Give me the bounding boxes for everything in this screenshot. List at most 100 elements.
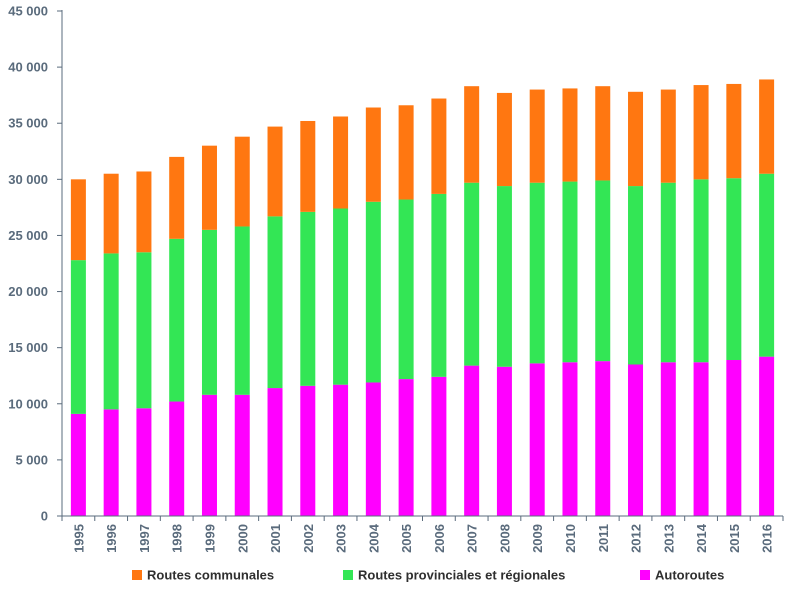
x-tick-label: 2006 <box>432 524 447 553</box>
bar-routes-provinciales-et-regionales-1998 <box>169 238 185 402</box>
bar-routes-communales-1995 <box>70 179 86 261</box>
bar-routes-communales-2012 <box>628 91 644 187</box>
bar-autoroutes-2000 <box>234 394 250 516</box>
bar-routes-communales-2013 <box>660 89 676 183</box>
bar-routes-provinciales-et-regionales-2000 <box>234 226 250 395</box>
bar-routes-communales-2008 <box>496 92 512 187</box>
bar-autoroutes-2015 <box>726 360 742 516</box>
bar-routes-communales-2007 <box>464 86 480 183</box>
bar-routes-provinciales-et-regionales-2009 <box>529 182 545 364</box>
y-tick-label: 15 000 <box>8 340 48 355</box>
bar-routes-provinciales-et-regionales-2008 <box>496 186 512 367</box>
bar-routes-provinciales-et-regionales-2010 <box>562 181 578 363</box>
legend-swatch-autoroutes <box>640 570 650 580</box>
bar-autoroutes-2002 <box>300 385 316 516</box>
axes-layer: 0 5 000 10 000 15 000 20 000 25 000 30 000 35 0… <box>8 4 784 553</box>
bar-routes-communales-2003 <box>333 116 349 209</box>
bar-routes-provinciales-et-regionales-2015 <box>726 178 742 361</box>
legend-label-routes-communales: Routes communales <box>147 568 274 583</box>
x-tick-label: 1996 <box>104 524 119 553</box>
bar-routes-communales-2002 <box>300 120 316 212</box>
chart-legend: Routes communales Routes provinciales et … <box>132 568 724 583</box>
y-tick-label: 45 000 <box>8 4 48 19</box>
x-tick-label: 1998 <box>170 524 185 553</box>
bar-routes-communales-2000 <box>234 136 250 227</box>
x-tick-label: 2016 <box>760 524 775 553</box>
bar-autoroutes-1995 <box>70 413 86 516</box>
x-tick-label: 1997 <box>137 524 152 553</box>
x-tick-label: 2015 <box>727 524 742 553</box>
y-tick-label: 40 000 <box>8 60 48 75</box>
y-tick-label: 25 000 <box>8 228 48 243</box>
bar-autoroutes-1998 <box>169 401 185 516</box>
bar-autoroutes-2009 <box>529 363 545 516</box>
bar-routes-provinciales-et-regionales-2013 <box>660 182 676 363</box>
bar-routes-communales-1999 <box>201 145 217 230</box>
bar-routes-communales-2005 <box>398 105 414 200</box>
bar-routes-communales-2010 <box>562 88 578 182</box>
x-tick-label: 2013 <box>661 524 676 553</box>
bar-autoroutes-2014 <box>693 362 709 516</box>
bar-routes-communales-2016 <box>759 79 775 174</box>
bar-autoroutes-2008 <box>496 366 512 516</box>
bar-autoroutes-2005 <box>398 379 414 516</box>
legend-label-routes-provinciales-et-regionales: Routes provinciales et régionales <box>358 568 565 583</box>
bar-autoroutes-2016 <box>759 356 775 516</box>
bar-routes-provinciales-et-regionales-2005 <box>398 199 414 380</box>
x-tick-label: 2007 <box>465 524 480 553</box>
bar-routes-provinciales-et-regionales-2007 <box>464 182 480 366</box>
y-tick-label: 5 000 <box>15 452 48 467</box>
x-tick-label: 2010 <box>563 524 578 553</box>
bar-routes-communales-1996 <box>103 173 119 254</box>
bar-routes-provinciales-et-regionales-2014 <box>693 179 709 363</box>
y-tick-label: 10 000 <box>8 396 48 411</box>
bar-routes-provinciales-et-regionales-2004 <box>365 201 381 383</box>
bar-routes-communales-2009 <box>529 89 545 183</box>
bar-routes-provinciales-et-regionales-1997 <box>136 252 152 409</box>
bar-routes-communales-1998 <box>169 156 185 239</box>
bar-autoroutes-2007 <box>464 365 480 516</box>
legend-swatch-routes-communales <box>132 570 142 580</box>
x-tick-label: 2014 <box>694 523 709 553</box>
bar-autoroutes-1997 <box>136 408 152 516</box>
bar-autoroutes-1999 <box>201 394 217 516</box>
legend-label-autoroutes: Autoroutes <box>655 568 724 583</box>
x-tick-label: 2001 <box>268 524 283 553</box>
bar-routes-communales-2004 <box>365 107 381 202</box>
bar-routes-provinciales-et-regionales-2016 <box>759 173 775 357</box>
bar-routes-communales-2014 <box>693 85 709 180</box>
bar-autoroutes-2010 <box>562 362 578 516</box>
x-tick-label: 2009 <box>530 524 545 553</box>
bar-autoroutes-2003 <box>333 384 349 516</box>
bar-autoroutes-2011 <box>595 361 611 516</box>
x-tick-label: 1999 <box>202 524 217 553</box>
x-tick-label: 2003 <box>334 524 349 553</box>
bar-routes-provinciales-et-regionales-2001 <box>267 216 283 389</box>
bar-autoroutes-2013 <box>660 362 676 516</box>
bar-autoroutes-2001 <box>267 388 283 516</box>
bar-autoroutes-2006 <box>431 376 447 516</box>
bar-routes-communales-2006 <box>431 98 447 194</box>
x-tick-label: 2008 <box>497 524 512 553</box>
bar-routes-provinciales-et-regionales-1996 <box>103 253 119 410</box>
bar-routes-communales-2001 <box>267 126 283 217</box>
y-tick-label: 0 <box>41 509 48 524</box>
bar-routes-provinciales-et-regionales-1995 <box>70 260 86 414</box>
bar-routes-communales-2015 <box>726 83 742 179</box>
x-tick-label: 2002 <box>301 524 316 553</box>
x-tick-label: 2004 <box>366 523 381 553</box>
y-tick-label: 20 000 <box>8 284 48 299</box>
bar-autoroutes-2012 <box>628 364 644 516</box>
y-tick-label: 35 000 <box>8 116 48 131</box>
x-tick-label: 1995 <box>71 524 86 553</box>
bar-routes-communales-2011 <box>595 86 611 181</box>
bar-routes-provinciales-et-regionales-2003 <box>333 208 349 385</box>
y-tick-label: 30 000 <box>8 172 48 187</box>
x-tick-label: 2012 <box>629 524 644 553</box>
bar-routes-provinciales-et-regionales-1999 <box>201 229 217 395</box>
x-tick-label: 2000 <box>235 524 250 553</box>
bar-routes-provinciales-et-regionales-2006 <box>431 193 447 377</box>
bars-layer <box>70 79 775 516</box>
